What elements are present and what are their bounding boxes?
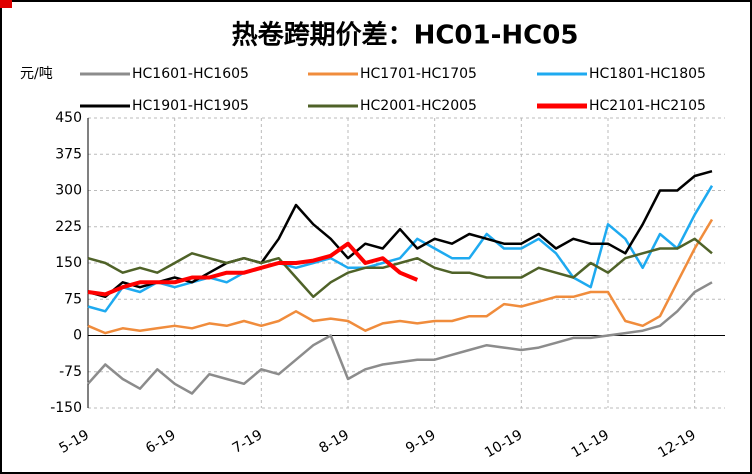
line-series	[87, 169, 713, 299]
legend-label: HC1901-HC1905	[132, 98, 249, 114]
line-series	[87, 237, 713, 299]
y-axis-label: 元/吨	[20, 66, 53, 82]
y-tick-label: -75	[59, 364, 82, 380]
x-tick-label: 9-19	[403, 427, 439, 457]
y-tick-label: -150	[50, 400, 82, 416]
y-tick-label: 75	[64, 291, 82, 307]
y-tick-label: 0	[73, 328, 82, 344]
y-tick-label: 375	[55, 146, 82, 162]
x-tick-label: 7-19	[230, 427, 266, 457]
y-tick-label: 150	[55, 255, 82, 271]
legend-label: HC1601-HC1605	[132, 66, 249, 82]
y-tick-label: 225	[55, 219, 82, 235]
x-tick-label: 8-19	[316, 427, 352, 457]
chart-title: 热卷跨期价差：HC01-HC05	[232, 20, 579, 51]
x-tick-label: 5-19	[56, 427, 92, 457]
x-tick-label: 11-19	[569, 427, 612, 461]
legend-label: HC1801-HC1805	[589, 66, 706, 82]
y-tick-label: 450	[55, 110, 82, 126]
x-tick-label: 12-19	[655, 427, 698, 461]
x-tick-label: 6-19	[143, 427, 179, 457]
corner-mark	[0, 0, 12, 8]
line-series	[87, 281, 713, 395]
line-series	[87, 218, 714, 335]
line-series	[87, 241, 419, 297]
x-tick-label: 10-19	[482, 427, 525, 461]
legend-label: HC2101-HC2105	[589, 98, 706, 114]
legend-label: HC1701-HC1705	[360, 66, 477, 82]
y-tick-label: 300	[55, 183, 82, 199]
legend-label: HC2001-HC2005	[360, 98, 477, 114]
